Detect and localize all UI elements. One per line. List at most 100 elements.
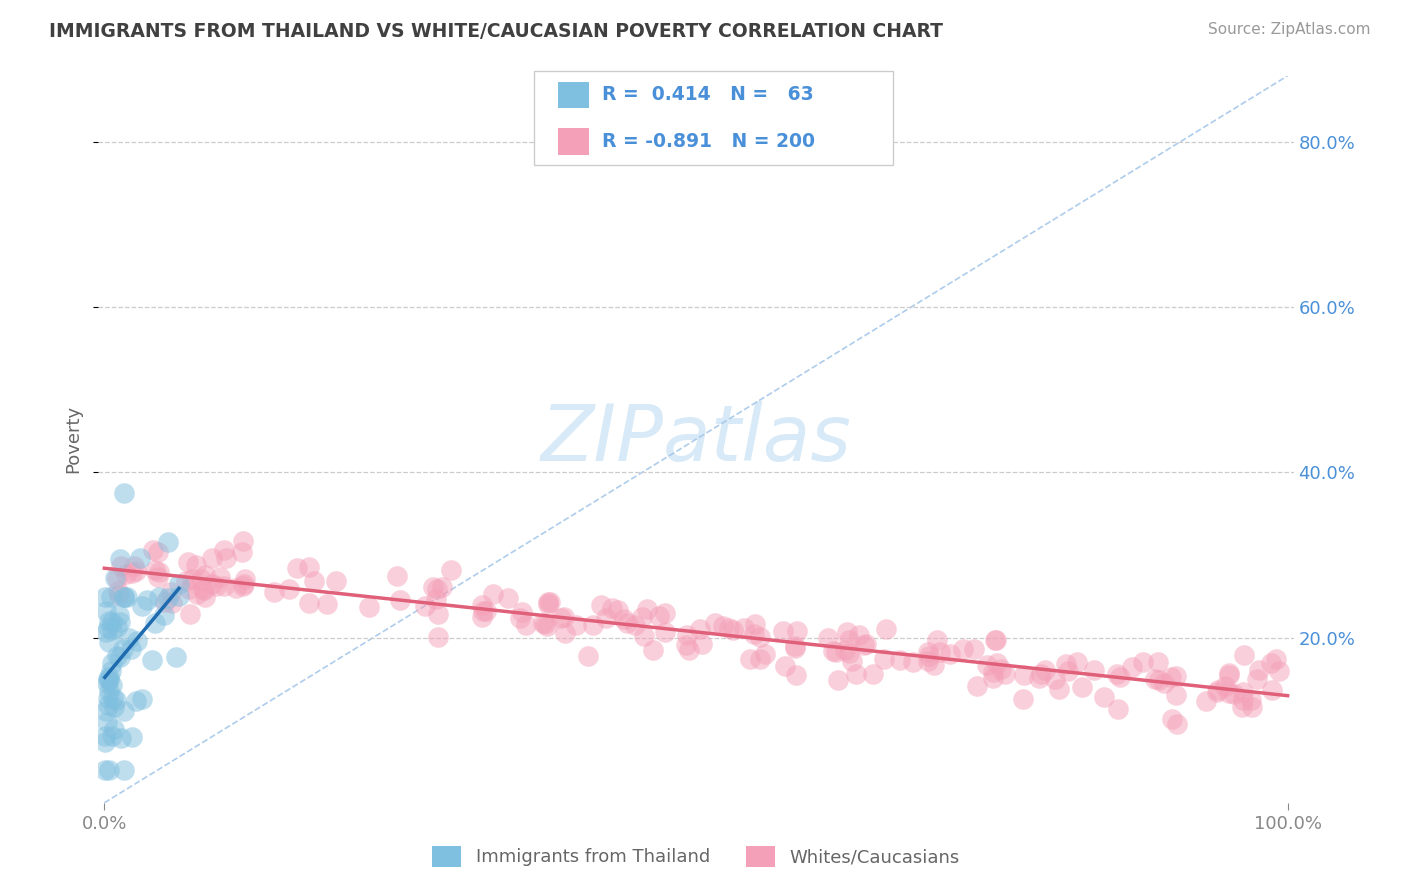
Point (581, 617, 603, 632)
Point (121, 730, 143, 744)
Point (426, 582, 449, 597)
Point (738, 651, 761, 665)
Point (225, 582, 247, 596)
Point (824, 645, 846, 659)
Point (1268, 664, 1291, 678)
Point (536, 595, 558, 609)
Point (157, 591, 180, 605)
Point (105, 620, 128, 634)
Point (141, 653, 163, 667)
Point (471, 598, 494, 612)
Point (146, 544, 169, 558)
Point (108, 649, 131, 664)
Point (785, 668, 807, 682)
Point (983, 633, 1005, 648)
Point (209, 570, 232, 584)
Point (194, 567, 217, 582)
Point (112, 704, 135, 718)
Point (98, 614, 121, 628)
Point (537, 597, 560, 611)
Point (427, 607, 450, 622)
Point (136, 593, 159, 607)
Point (304, 574, 326, 589)
Point (193, 583, 215, 598)
Point (413, 599, 436, 614)
Point (148, 565, 170, 579)
Point (94, 734, 117, 748)
Text: ZIPatlas: ZIPatlas (540, 401, 852, 477)
Point (426, 631, 449, 645)
Point (131, 599, 153, 614)
Point (952, 642, 974, 657)
Point (990, 662, 1012, 676)
Point (616, 616, 638, 631)
Point (855, 637, 877, 651)
Point (576, 649, 599, 664)
Point (98, 670, 121, 684)
Point (285, 561, 308, 575)
Point (179, 607, 201, 621)
Point (100, 623, 122, 637)
Point (981, 671, 1004, 685)
Point (1147, 673, 1170, 687)
Point (986, 656, 1008, 670)
Point (1012, 692, 1035, 706)
Point (194, 590, 217, 604)
Point (754, 647, 776, 661)
Point (613, 612, 636, 626)
Point (316, 597, 339, 611)
Point (533, 617, 555, 632)
Point (1146, 655, 1168, 669)
Point (101, 615, 124, 629)
Point (112, 486, 135, 500)
Point (97, 763, 120, 777)
Point (1047, 681, 1070, 696)
Point (425, 591, 447, 606)
Point (98, 635, 121, 649)
Point (96, 675, 118, 690)
Point (472, 604, 495, 618)
Point (101, 690, 124, 705)
Point (422, 580, 444, 594)
Point (180, 572, 202, 586)
Point (186, 587, 208, 601)
Point (676, 628, 699, 642)
Point (1033, 663, 1056, 677)
Point (112, 763, 135, 777)
Text: R = -0.891   N = 200: R = -0.891 N = 200 (602, 132, 814, 151)
Point (1161, 713, 1184, 727)
Point (925, 633, 948, 648)
Point (1166, 717, 1188, 731)
Point (186, 558, 208, 572)
Point (633, 629, 655, 643)
Point (112, 642, 135, 657)
Point (922, 658, 945, 673)
Point (471, 609, 494, 624)
Point (298, 596, 321, 610)
Point (482, 587, 505, 601)
Point (675, 639, 697, 653)
Point (1240, 693, 1263, 707)
Point (1164, 688, 1187, 702)
Point (496, 591, 519, 606)
Point (105, 572, 128, 586)
Point (110, 558, 132, 573)
Point (357, 599, 380, 614)
Point (232, 579, 254, 593)
Point (748, 630, 770, 644)
Point (834, 642, 856, 657)
Point (966, 679, 988, 693)
Point (636, 602, 658, 616)
Point (1240, 699, 1263, 714)
Point (690, 637, 713, 651)
Point (1208, 682, 1230, 697)
Point (105, 648, 128, 663)
Point (97, 673, 120, 687)
Point (97, 690, 120, 705)
Point (1121, 660, 1143, 674)
Point (838, 633, 860, 648)
Point (233, 572, 256, 586)
Point (177, 582, 200, 596)
Point (432, 581, 454, 595)
Point (148, 590, 170, 604)
